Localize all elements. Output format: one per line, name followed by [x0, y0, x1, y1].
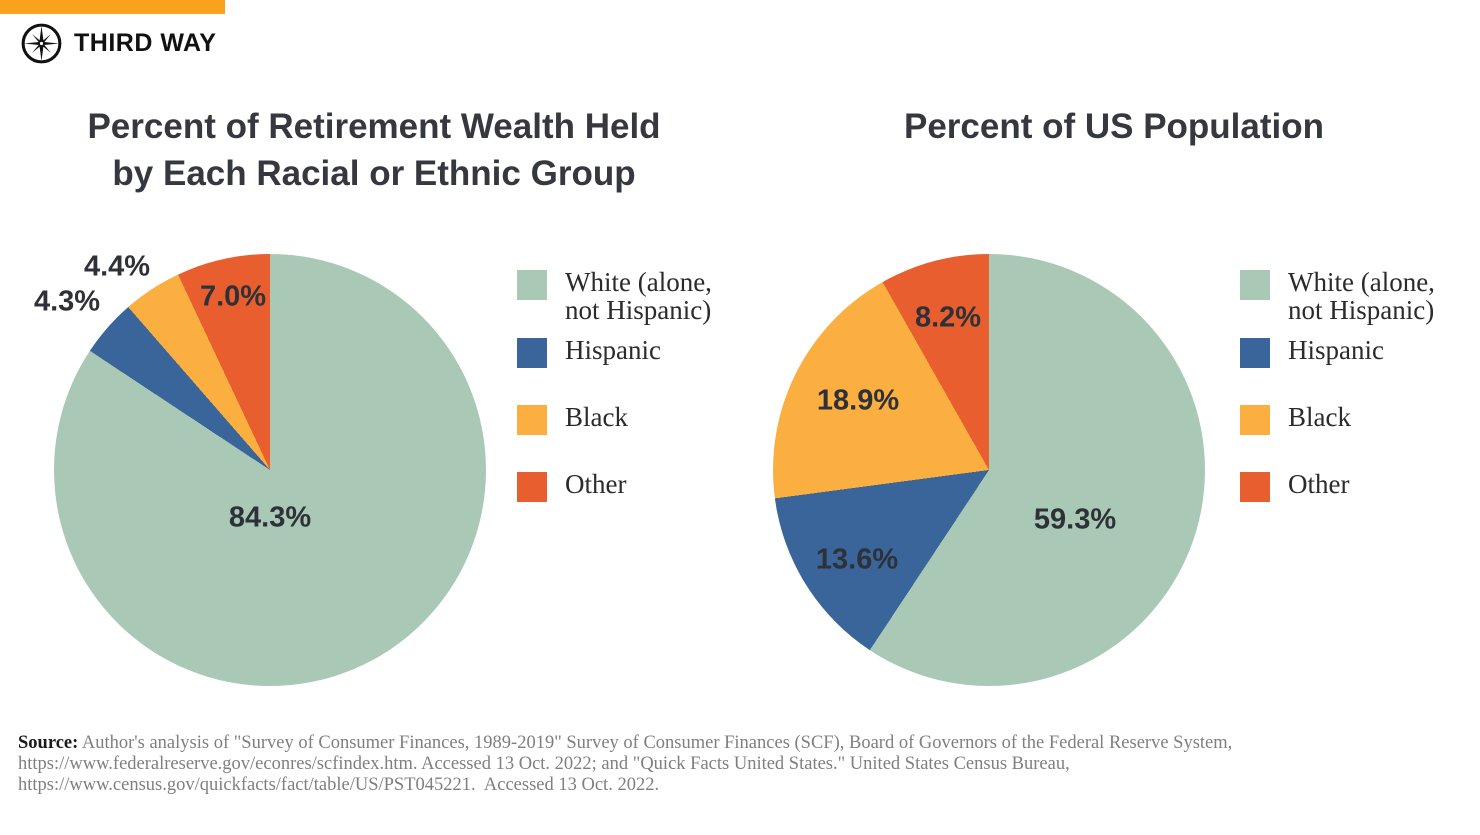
legend-item-hispanic: Hispanic [517, 335, 661, 368]
pie-label-black-wealth: 4.4% [83, 250, 151, 283]
legend-label-black: Black [565, 402, 628, 432]
pie-label-other-wealth: 7.0% [199, 280, 267, 313]
brand-name: THIRD WAY [74, 28, 217, 57]
legend-label-other: Other [1288, 469, 1350, 499]
legend-label-hispanic: Hispanic [565, 335, 661, 365]
pie-label-hispanic-wealth: 4.3% [33, 285, 101, 318]
compass-star-icon [20, 22, 63, 65]
pie-retirement-wealth [54, 254, 486, 686]
legend-label-white: White (alone, not Hispanic) [1288, 267, 1435, 325]
hispanic-swatch [517, 338, 547, 368]
legend-item-other: Other [517, 469, 627, 502]
source-text: Author's analysis of "Survey of Consumer… [18, 733, 1233, 795]
legend-item-black: Black [1240, 402, 1351, 435]
white-swatch [517, 270, 547, 300]
pie-label-other-population: 8.2% [914, 301, 982, 334]
brand-accent-bar [0, 0, 225, 14]
black-swatch [1240, 405, 1270, 435]
legend-label-other: Other [565, 469, 627, 499]
source-note: Source: Author's analysis of "Survey of … [18, 733, 1468, 796]
legend-item-other: Other [1240, 469, 1350, 502]
pie-label-black-population: 18.9% [816, 384, 900, 417]
white-swatch [1240, 270, 1270, 300]
legend-item-white: White (alone, not Hispanic) [517, 267, 712, 325]
legend-item-white: White (alone, not Hispanic) [1240, 267, 1435, 325]
right-chart-title: Percent of US Population [903, 107, 1325, 146]
legend-label-hispanic: Hispanic [1288, 335, 1384, 365]
left-chart-title: Percent of Retirement Wealth Held by Eac… [87, 107, 661, 193]
black-swatch [517, 405, 547, 435]
legend-label-black: Black [1288, 402, 1351, 432]
hispanic-swatch [1240, 338, 1270, 368]
source-label: Source: [18, 733, 79, 753]
other-swatch [1240, 472, 1270, 502]
legend-item-hispanic: Hispanic [1240, 335, 1384, 368]
other-swatch [517, 472, 547, 502]
legend-label-white: White (alone, not Hispanic) [565, 267, 712, 325]
right-legend: White (alone, not Hispanic) Hispanic Bla… [1240, 267, 1470, 510]
left-legend: White (alone, not Hispanic) Hispanic Bla… [517, 267, 747, 510]
brand-logo: THIRD WAY [20, 21, 216, 65]
pie-label-white-wealth: 84.3% [228, 501, 312, 534]
pie-label-hispanic-population: 13.6% [815, 543, 899, 576]
pie-label-white-population: 59.3% [1033, 503, 1117, 536]
legend-item-black: Black [517, 402, 628, 435]
pie-us-population [773, 254, 1205, 686]
